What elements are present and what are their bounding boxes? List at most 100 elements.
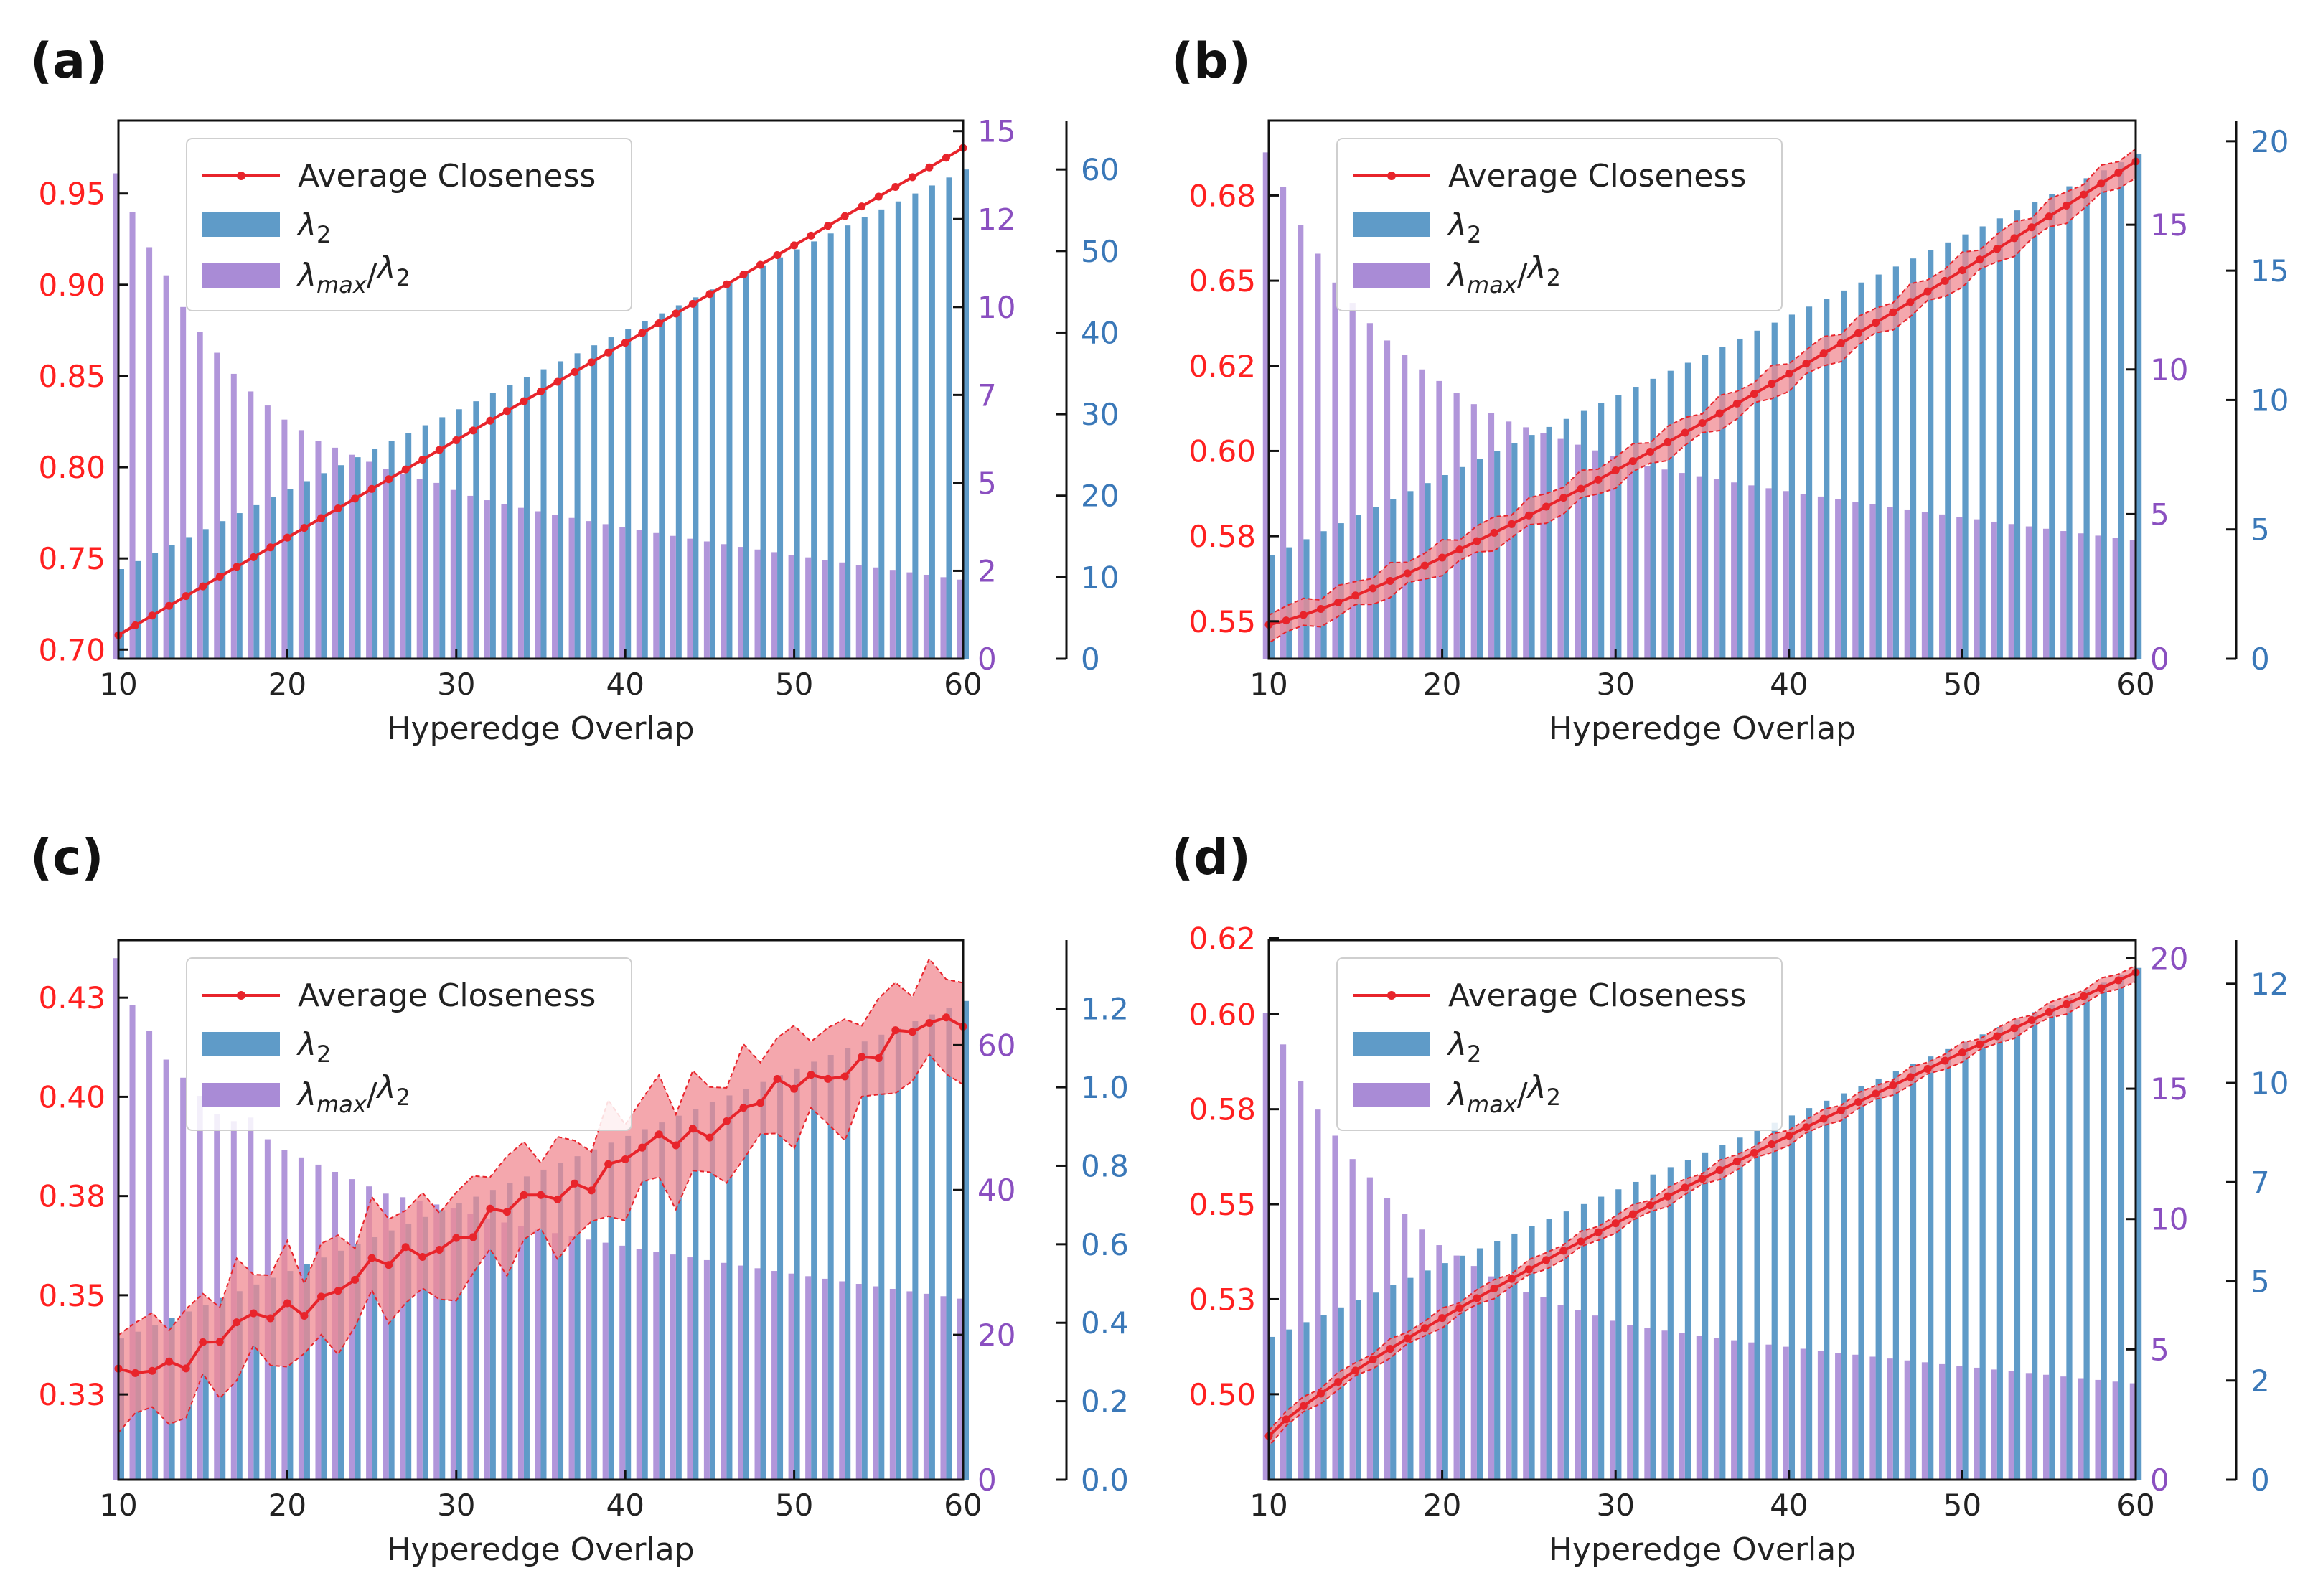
lambda2-bar	[338, 1250, 344, 1480]
closeness-point	[1993, 245, 2002, 253]
lambda2-bar	[827, 1055, 834, 1480]
x-tick-label: 50	[775, 1488, 813, 1523]
legend-swatch-lambda2	[1353, 212, 1430, 237]
closeness-point	[2027, 1016, 2036, 1025]
legend-label-lambda2: λ2	[296, 207, 331, 248]
ratio-bar	[687, 1257, 693, 1480]
left-tick-label: 0.60	[1188, 997, 1256, 1032]
legend-box	[1336, 957, 1783, 1131]
x-tick-label: 30	[1596, 1488, 1634, 1523]
ratio-bar	[1627, 461, 1633, 659]
ratio-bar	[1852, 502, 1859, 659]
ratio-bar	[400, 1197, 406, 1480]
ratio-bar	[1939, 514, 1946, 659]
lambda2-tick-label: 0.4	[1081, 1305, 1129, 1341]
closeness-point	[283, 1299, 291, 1308]
ratio-bar	[366, 461, 372, 659]
ratio-bar	[1436, 1245, 1442, 1480]
panel-label: (b)	[1171, 33, 1251, 90]
lambda2-bar	[1459, 1255, 1465, 1480]
closeness-point	[1872, 319, 1880, 327]
ratio-tick-label: 0	[2150, 1463, 2169, 1498]
ratio-bar	[1852, 1354, 1859, 1480]
lambda2-bar	[473, 1196, 479, 1480]
lambda2-bar	[929, 185, 935, 659]
ratio-bar	[1506, 1284, 1512, 1480]
ratio-tick-label: 10	[2150, 352, 2188, 388]
closeness-point	[654, 1130, 663, 1139]
x-tick-label: 60	[2116, 1488, 2154, 1523]
ratio-bar	[923, 574, 929, 659]
closeness-point	[2010, 234, 2019, 243]
lambda2-bar	[489, 393, 496, 659]
lambda2-bar	[1286, 547, 1292, 659]
lambda2-bar	[1529, 1226, 1535, 1480]
lambda2-bar	[1269, 555, 1275, 659]
ratio-tick-label: 20	[977, 1318, 1015, 1353]
closeness-point	[1785, 1132, 1793, 1140]
closeness-point	[908, 173, 916, 182]
ratio-bar	[1835, 499, 1841, 659]
lambda2-bar	[1719, 1145, 1726, 1480]
closeness-point	[604, 1160, 613, 1168]
closeness-point	[418, 1253, 427, 1262]
ratio-bar	[1315, 1109, 1321, 1480]
closeness-point	[2097, 179, 2106, 188]
ratio-bar	[112, 958, 118, 1480]
closeness-point	[1473, 1294, 1481, 1302]
lambda2-bar	[372, 1237, 378, 1480]
lambda2-bar	[912, 1020, 919, 1480]
lambda2-bar	[861, 217, 868, 659]
lambda2-bar	[1667, 1167, 1674, 1480]
x-tick-label: 30	[1596, 667, 1634, 702]
closeness-point	[316, 514, 325, 522]
lambda2-bar	[355, 457, 361, 659]
ratio-bar	[754, 1268, 761, 1480]
ratio-bar	[1765, 488, 1772, 659]
x-tick-label: 30	[437, 667, 475, 702]
closeness-point	[1923, 1064, 1932, 1073]
ratio-bar	[1748, 1342, 1755, 1480]
lambda2-bar	[2101, 170, 2107, 659]
closeness-point	[2080, 190, 2088, 199]
ratio-bar	[1298, 1081, 1304, 1480]
ratio-bar	[1661, 1330, 1668, 1480]
ratio-bar	[1887, 507, 1893, 659]
lambda2-bar	[2032, 202, 2038, 659]
ratio-bar	[1869, 504, 1876, 659]
ratio-bar	[1609, 1320, 1616, 1480]
lambda2-bar	[422, 425, 428, 659]
lambda2-bar	[574, 1156, 581, 1480]
lambda2-tick-label: 0	[2251, 1463, 2270, 1498]
ratio-bar	[1366, 1177, 1373, 1480]
panel-label: (d)	[1171, 830, 1251, 886]
closeness-point	[1386, 577, 1394, 586]
lambda2-tick-label: 0	[2251, 642, 2270, 677]
closeness-point	[1577, 1237, 1585, 1246]
lambda2-bar	[1598, 403, 1605, 659]
lambda2-bar	[1407, 1277, 1414, 1480]
legend-swatch-closeness-dot	[1387, 172, 1396, 180]
ratio-bar	[788, 1273, 794, 1480]
ratio-bar	[400, 474, 406, 659]
lambda2-bar	[878, 1034, 885, 1480]
lambda2-tick-label: 5	[2251, 1264, 2270, 1300]
left-tick-label: 0.85	[38, 359, 105, 394]
closeness-point	[722, 1117, 731, 1126]
closeness-point	[1351, 1366, 1360, 1375]
lambda2-bar	[675, 305, 682, 659]
closeness-point	[351, 494, 360, 503]
lambda2-bar	[642, 321, 648, 659]
ratio-bar	[112, 173, 118, 659]
closeness-point	[1542, 502, 1551, 511]
lambda2-bar	[1754, 330, 1760, 659]
closeness-point	[807, 1071, 815, 1079]
lambda2-bar	[1338, 1307, 1344, 1480]
closeness-point	[2097, 984, 2106, 992]
left-tick-label: 0.70	[38, 632, 105, 667]
closeness-point	[1802, 360, 1811, 368]
x-tick-label: 50	[775, 667, 813, 702]
closeness-point	[739, 1104, 748, 1112]
closeness-point	[199, 582, 207, 591]
lambda2-bar	[1546, 1219, 1552, 1480]
